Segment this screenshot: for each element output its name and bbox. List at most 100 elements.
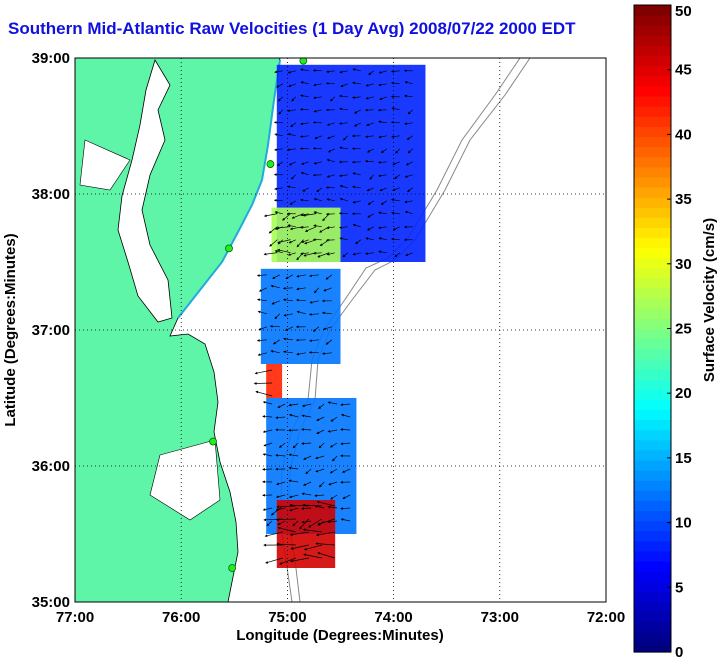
colorbar-band xyxy=(634,409,671,421)
velocity-arrow xyxy=(289,200,296,205)
colorbar-band xyxy=(634,581,671,592)
velocity-arrow xyxy=(287,252,296,256)
velocity-arrow xyxy=(327,401,338,405)
velocity-arrow xyxy=(296,274,306,278)
colorbar-band xyxy=(634,520,671,532)
velocity-arrow xyxy=(366,122,374,126)
velocity-arrow xyxy=(287,148,296,151)
velocity-arrow xyxy=(390,70,400,73)
velocity-arrow xyxy=(263,213,278,218)
velocity-arrow xyxy=(301,492,312,496)
velocity-arrow xyxy=(308,313,319,316)
colorbar-band xyxy=(634,399,671,410)
velocity-arrow xyxy=(274,148,283,152)
colorbar-band xyxy=(634,601,671,613)
colorbar-band xyxy=(634,126,671,138)
velocity-arrow xyxy=(378,135,387,139)
colorbar-tick-label: 35 xyxy=(675,191,692,208)
colorbar-band xyxy=(634,298,671,309)
velocity-arrow xyxy=(303,481,312,486)
colorbar-band xyxy=(634,176,671,188)
velocity-arrow xyxy=(326,226,335,230)
velocity-arrow xyxy=(308,518,322,528)
velocity-arrow xyxy=(288,453,299,457)
velocity-arrow xyxy=(301,428,312,431)
velocity-arrow xyxy=(326,198,335,202)
velocity-arrow xyxy=(274,249,283,254)
velocity-arrow xyxy=(262,507,273,511)
colorbar-band xyxy=(634,641,671,653)
velocity-arrow xyxy=(330,416,338,422)
velocity-arrow xyxy=(392,226,400,231)
velocity-arrow xyxy=(300,198,309,202)
velocity-arrow xyxy=(327,505,338,509)
velocity-arrow xyxy=(313,161,322,165)
velocity-arrow xyxy=(407,187,413,193)
velocity-arrow xyxy=(309,300,319,304)
velocity-arrow xyxy=(329,468,338,474)
velocity-arrow xyxy=(352,252,361,256)
velocity-arrow xyxy=(351,96,361,99)
velocity-arrow xyxy=(342,252,349,258)
colorbar-tick-labels: 0 5 10 15 20 25 30 35 40 45 50 xyxy=(667,3,692,659)
velocity-arrow xyxy=(365,96,374,100)
colorbar-tick-label: 40 xyxy=(675,126,692,143)
velocity-arrow xyxy=(365,83,374,87)
velocity-arrow xyxy=(283,313,293,317)
velocity-arrow xyxy=(407,148,414,154)
velocity-arrow xyxy=(317,518,335,526)
velocity-arrow xyxy=(278,442,286,448)
y-axis-label: Latitude (Degrees:Minutes) xyxy=(2,233,19,426)
colorbar-tick-label: 5 xyxy=(675,579,683,596)
velocity-arrow xyxy=(352,185,361,189)
velocity-arrow xyxy=(314,287,320,294)
velocity-arrow xyxy=(302,503,322,507)
velocity-arrow xyxy=(276,518,296,522)
colorbar-band xyxy=(634,540,671,552)
velocity-arrow xyxy=(277,239,291,244)
velocity-arrow xyxy=(392,161,400,166)
velocity-arrow xyxy=(404,81,413,85)
velocity-arrow xyxy=(380,200,387,205)
velocity-arrow xyxy=(277,96,284,102)
velocity-arrow xyxy=(404,122,413,126)
velocity-arrow xyxy=(355,239,361,245)
colorbar-band xyxy=(634,116,671,127)
velocity-arrow xyxy=(340,428,351,431)
velocity-arrow xyxy=(314,135,322,140)
velocity-arrow xyxy=(338,121,348,125)
colorbar-band xyxy=(634,419,671,431)
colorbar-band xyxy=(634,5,671,16)
velocity-arrow xyxy=(255,390,273,397)
velocity-arrow xyxy=(379,96,387,101)
velocity-arrow xyxy=(321,352,332,355)
velocity-arrow xyxy=(283,350,293,354)
velocity-arrow xyxy=(301,414,312,418)
colorbar-tick-label: 0 xyxy=(675,644,683,659)
velocity-region xyxy=(266,364,283,398)
colorbar-band xyxy=(634,530,671,542)
velocity-arrow xyxy=(407,109,414,115)
velocity-arrow xyxy=(367,148,374,153)
y-tick-label: 39:00 xyxy=(32,50,70,67)
radar-station-marker xyxy=(299,58,308,65)
velocity-arrow xyxy=(339,70,348,74)
velocity-arrow xyxy=(265,557,283,564)
velocity-arrow xyxy=(404,174,413,178)
velocity-arrow xyxy=(354,109,361,114)
velocity-arrow xyxy=(317,252,330,258)
velocity-arrow xyxy=(322,213,330,222)
radar-station-marker xyxy=(209,437,217,446)
velocity-arrow xyxy=(301,442,312,445)
colorbar-band xyxy=(634,136,671,148)
velocity-arrow xyxy=(300,122,309,126)
velocity-arrow xyxy=(254,369,273,375)
velocity-arrow xyxy=(327,520,338,524)
colorbar-band xyxy=(634,449,671,461)
velocity-arrow xyxy=(301,239,309,243)
velocity-arrow xyxy=(308,339,319,342)
velocity-arrow xyxy=(378,250,387,254)
velocity-arrow xyxy=(325,339,333,345)
velocity-arrow xyxy=(326,158,335,163)
